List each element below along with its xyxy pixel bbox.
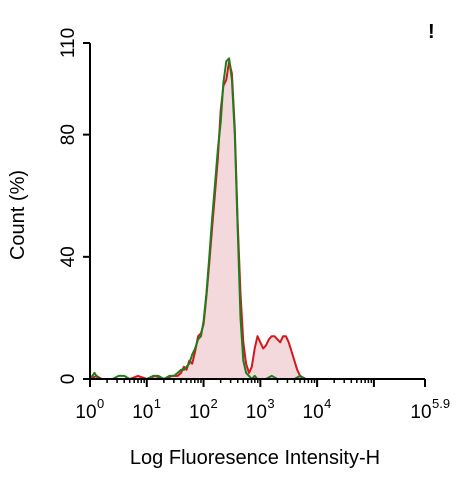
- x-tick-base: 10: [132, 402, 153, 423]
- x-tick-exponent: 3: [267, 396, 274, 411]
- x-tick-labels: 10 0 10 1 10 2 10 3 10 4 10 5.9: [75, 396, 450, 423]
- x-tick-label: 10 3: [246, 396, 275, 423]
- y-tick-label: 110: [58, 28, 79, 58]
- y-tick-label: 80: [58, 124, 79, 145]
- x-tick-label: 10 4: [303, 396, 332, 423]
- x-tick-exponent: 5.9: [432, 396, 450, 411]
- y-tick-labels: 0 40 80 110: [58, 28, 79, 384]
- x-tick-label: 10 0: [75, 396, 104, 423]
- x-axis-label: Log Fluoresence Intensity-H: [130, 447, 380, 469]
- x-tick-exponent: 1: [154, 396, 161, 411]
- series-1-line: [89, 60, 425, 380]
- corner-mark: !: [428, 21, 435, 43]
- x-tick-base: 10: [246, 402, 267, 423]
- x-tick-exponent: 0: [97, 396, 104, 411]
- x-tick-label: 10 1: [132, 396, 161, 423]
- x-tick-exponent: 4: [324, 396, 331, 411]
- series-2-line: [89, 57, 425, 380]
- x-tick-base: 10: [189, 402, 210, 423]
- y-axis-label: Count (%): [7, 170, 29, 260]
- x-tick-label: 10 2: [189, 396, 218, 423]
- y-tick-label: 40: [58, 246, 79, 267]
- axes: [83, 42, 426, 387]
- x-tick-base: 10: [303, 402, 324, 423]
- series-fills: [90, 61, 425, 380]
- x-tick-exponent: 2: [211, 396, 218, 411]
- x-tick-label: 10 5.9: [410, 396, 450, 423]
- x-tick-base: 10: [75, 402, 96, 423]
- y-tick-label: 0: [58, 374, 79, 385]
- x-tick-base: 10: [410, 402, 431, 423]
- series-lines: [89, 57, 425, 380]
- series-1-fill: [90, 61, 425, 380]
